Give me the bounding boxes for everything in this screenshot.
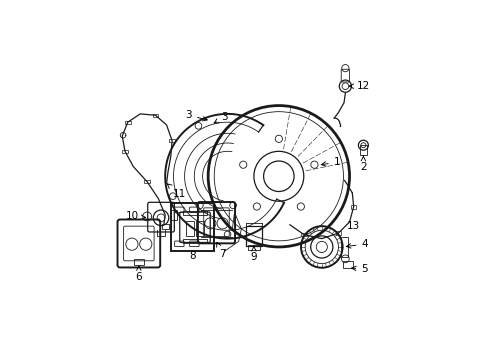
Bar bbox=[196, 221, 204, 237]
Polygon shape bbox=[165, 114, 284, 239]
Bar bbox=[134, 260, 144, 265]
Bar bbox=[351, 205, 356, 209]
Bar bbox=[153, 114, 158, 117]
Text: 7: 7 bbox=[217, 242, 225, 259]
Text: 10: 10 bbox=[125, 211, 146, 221]
Bar bbox=[360, 145, 367, 156]
Text: 6: 6 bbox=[136, 266, 142, 283]
Bar bbox=[125, 121, 130, 124]
Bar bbox=[170, 139, 175, 143]
Bar bbox=[122, 150, 128, 153]
Bar bbox=[301, 233, 307, 237]
Bar bbox=[182, 239, 207, 243]
Bar bbox=[145, 180, 150, 184]
Text: 13: 13 bbox=[347, 221, 360, 231]
Bar bbox=[182, 211, 207, 215]
Bar bbox=[248, 245, 260, 250]
Text: 12: 12 bbox=[349, 81, 370, 91]
Text: 2: 2 bbox=[360, 156, 367, 172]
Text: 4: 4 bbox=[346, 239, 368, 249]
Text: 5: 5 bbox=[352, 264, 368, 274]
Bar bbox=[343, 261, 353, 268]
Bar bbox=[246, 226, 262, 246]
Text: 11: 11 bbox=[167, 184, 186, 199]
Text: 9: 9 bbox=[250, 246, 257, 262]
Bar bbox=[341, 237, 348, 257]
Bar bbox=[171, 203, 214, 251]
Text: 3: 3 bbox=[214, 112, 228, 123]
Text: 3: 3 bbox=[185, 110, 207, 121]
Bar bbox=[186, 221, 194, 237]
Text: 1: 1 bbox=[321, 157, 341, 167]
Text: 8: 8 bbox=[189, 251, 196, 261]
Bar bbox=[336, 231, 341, 235]
Bar bbox=[171, 210, 177, 220]
Bar bbox=[162, 225, 169, 229]
